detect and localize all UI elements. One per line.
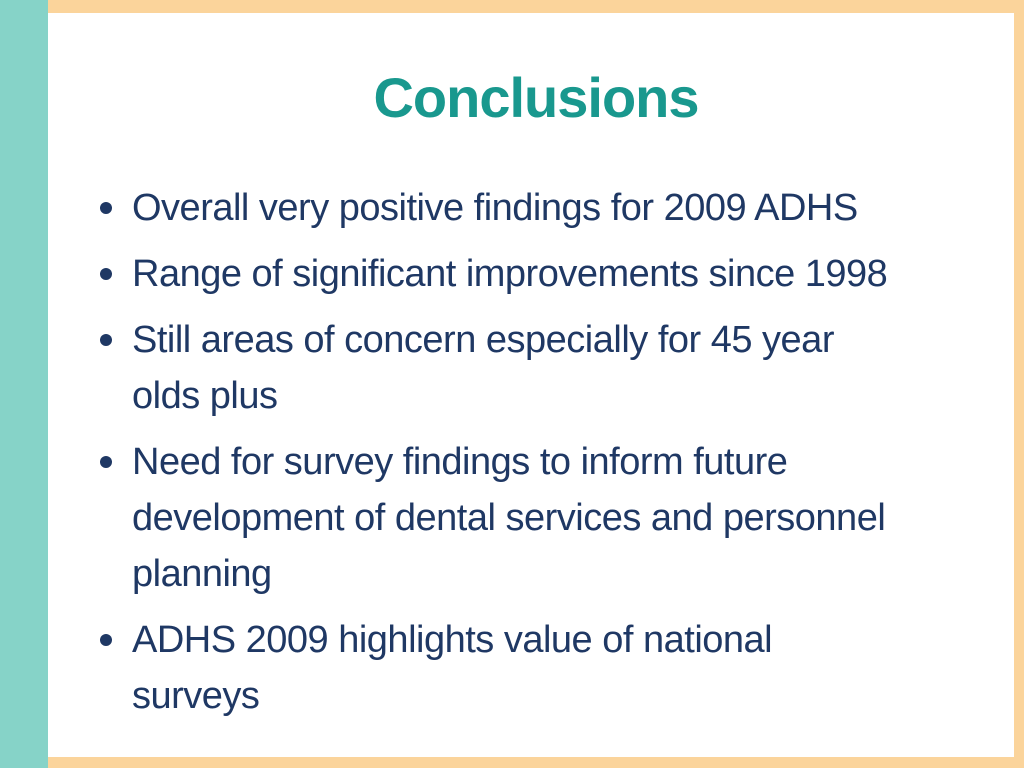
bullet-dot-icon	[100, 334, 112, 346]
bullet-text: Need for survey findings to inform futur…	[132, 441, 886, 595]
right-border	[1014, 0, 1024, 768]
bullet-item: Still areas of concern especially for 45…	[100, 312, 1020, 424]
bullet-dot-icon	[100, 634, 112, 646]
bullet-item: ADHS 2009 highlights value of national s…	[100, 612, 1020, 724]
bottom-border	[48, 757, 1024, 768]
top-border	[48, 0, 1024, 13]
slide-title: Conclusions	[373, 66, 699, 129]
bullet-item: Need for survey findings to inform futur…	[100, 434, 1020, 602]
bullet-dot-icon	[100, 202, 112, 214]
slide-content: Conclusions Overall very positive findin…	[48, 13, 1014, 757]
bullet-text: Range of significant improvements since …	[132, 253, 888, 295]
bullet-dot-icon	[100, 268, 112, 280]
bullet-text: ADHS 2009 highlights value of national s…	[132, 619, 773, 717]
bullet-item: Range of significant improvements since …	[100, 246, 1020, 302]
left-accent-bar	[0, 0, 48, 768]
bullet-text: Overall very positive findings for 2009 …	[132, 187, 858, 229]
bullet-list: Overall very positive findings for 2009 …	[100, 180, 1020, 724]
bullet-dot-icon	[100, 456, 112, 468]
bullet-text: Still areas of concern especially for 45…	[132, 319, 834, 417]
bullet-item: Overall very positive findings for 2009 …	[100, 180, 1020, 236]
